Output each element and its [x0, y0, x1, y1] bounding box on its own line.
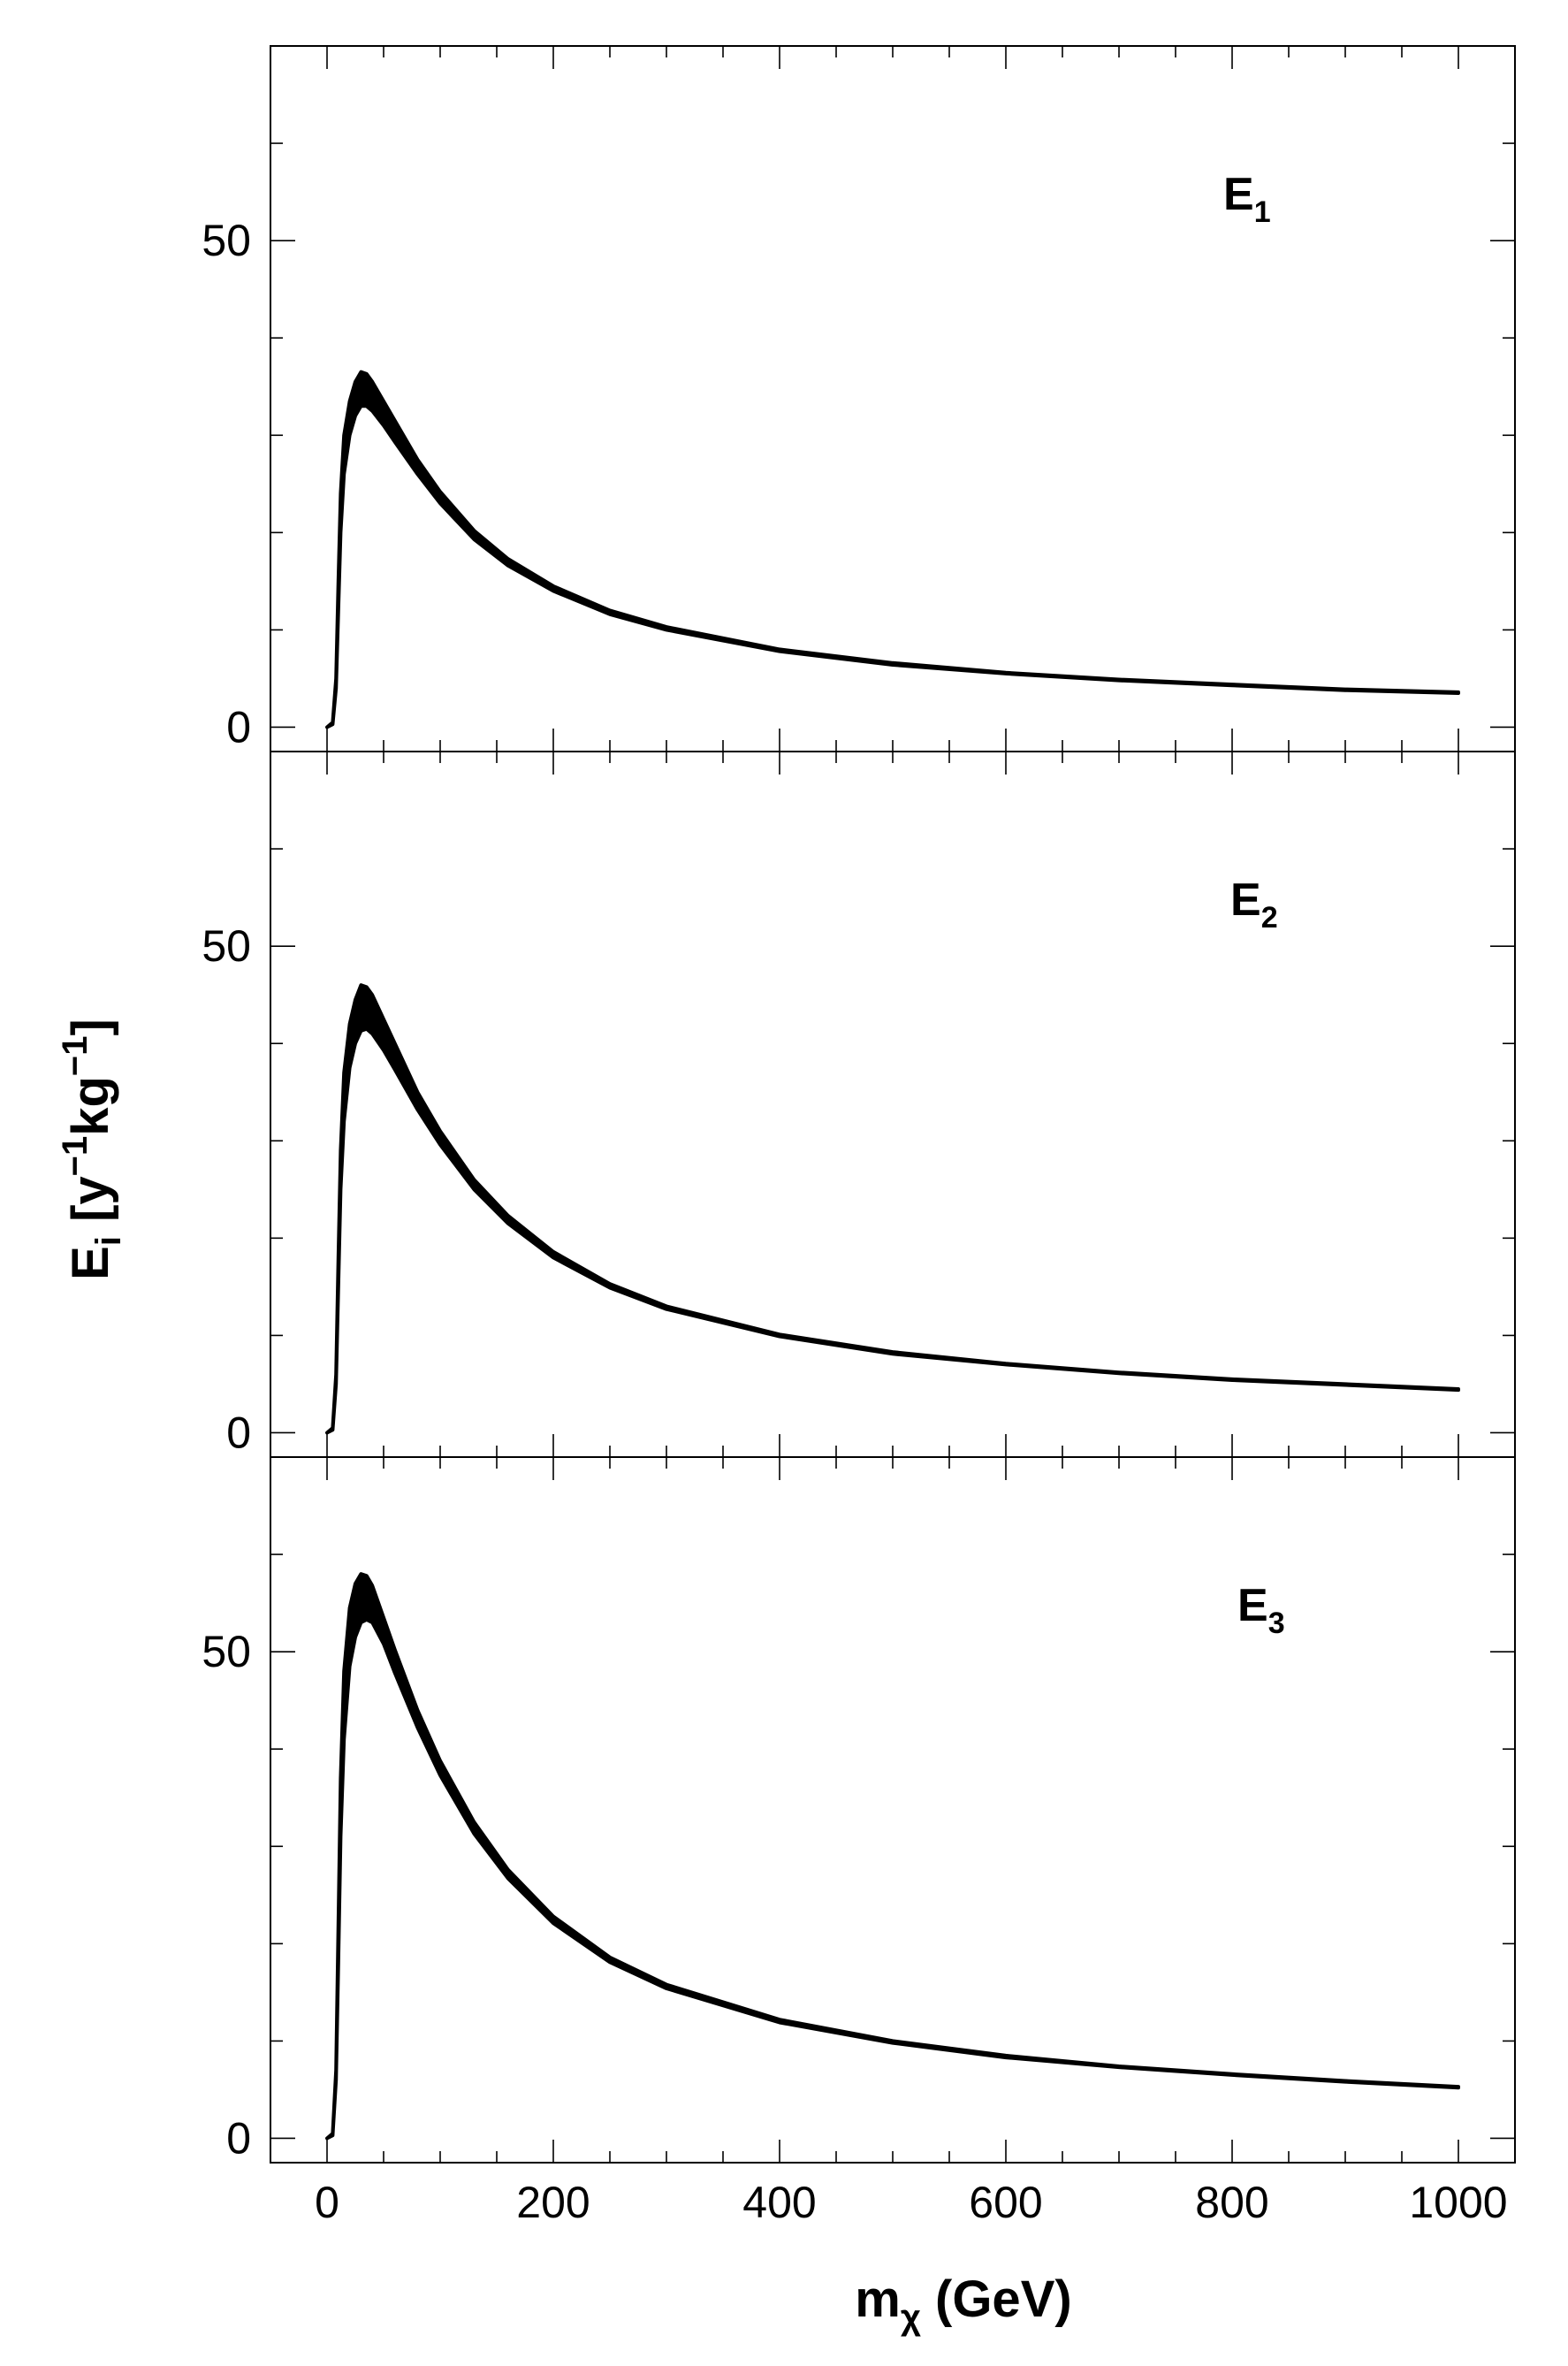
x-axis-title-main: m — [855, 2271, 901, 2328]
y-tick-label: 0 — [226, 2113, 251, 2163]
x-tick-label: 800 — [1195, 2178, 1268, 2227]
panel-label-sub: 2 — [1261, 901, 1278, 935]
y-tick-label: 0 — [226, 702, 251, 752]
panel-label-main: E — [1230, 874, 1261, 926]
x-axis-title: mχ (GeV) — [855, 2271, 1071, 2337]
panel-label-sub: 1 — [1254, 195, 1271, 229]
panel-label-sub: 3 — [1268, 1607, 1285, 1640]
panel-1: 0 50 E1 — [202, 45, 1516, 752]
panel-label: E3 — [1237, 1580, 1285, 1640]
band-area — [325, 370, 1460, 729]
y-tick-label: 50 — [202, 1627, 251, 1676]
panel-label: E1 — [1223, 169, 1271, 229]
panel-2: 0 50 E2 — [202, 751, 1516, 1458]
y-axis-title: Ei [y−1kg−1] — [56, 1019, 128, 1280]
x-tick-label: 600 — [969, 2178, 1042, 2227]
panel-label: E2 — [1230, 874, 1278, 935]
x-tick-label: 1000 — [1409, 2178, 1507, 2227]
x-axis-title-sub: χ — [901, 2298, 921, 2337]
y-tick-label: 0 — [226, 1408, 251, 1457]
band-area — [325, 1572, 1460, 2141]
x-tick-label: 200 — [516, 2178, 590, 2227]
x-tick-label: 0 — [315, 2178, 339, 2227]
panel-label-main: E — [1237, 1580, 1268, 1631]
x-axis-title-unit: (GeV) — [921, 2271, 1072, 2328]
panel-3: 0 50 E3 0 200 400 600 800 1000 — [202, 1456, 1516, 2227]
panel-frame — [270, 1456, 1516, 2164]
y-axis-title-mid: kg — [62, 1076, 119, 1136]
band-area — [325, 983, 1460, 1435]
y-axis-title-group: Ei [y−1kg−1] — [56, 1019, 128, 1280]
y-axis-title-main: E — [62, 1246, 119, 1280]
panel-frame — [270, 45, 1516, 752]
y-axis-title-sub: i — [89, 1236, 128, 1246]
y-axis-title-open: [y — [62, 1176, 119, 1236]
y-axis-title-close: ] — [62, 1019, 119, 1035]
y-axis-title-exp1: −1 — [56, 1136, 95, 1177]
y-axis-title-exp2: −1 — [56, 1035, 95, 1076]
y-tick-label: 50 — [202, 921, 251, 971]
panel-label-main: E — [1223, 169, 1254, 220]
y-tick-label: 50 — [202, 216, 251, 265]
x-tick-label: 400 — [742, 2178, 816, 2227]
